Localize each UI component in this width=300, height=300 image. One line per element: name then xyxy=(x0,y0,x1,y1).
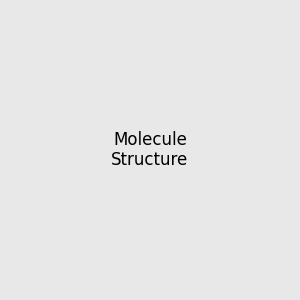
Text: Molecule
Structure: Molecule Structure xyxy=(111,130,189,170)
